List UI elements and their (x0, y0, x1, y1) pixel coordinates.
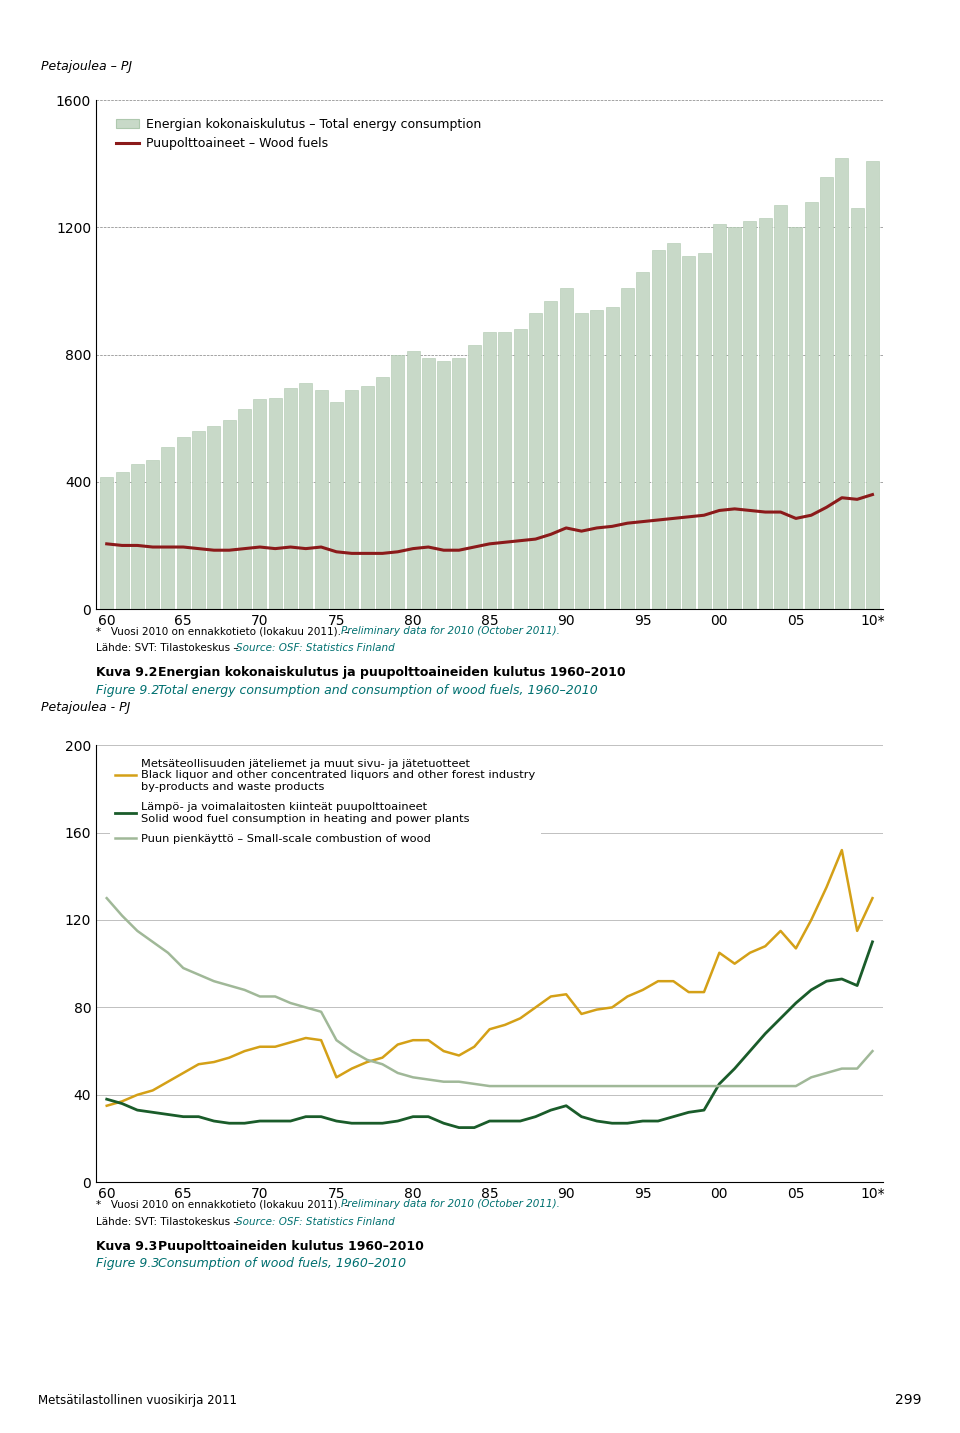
Bar (804, 202, 818, 609)
Bar (851, 208, 864, 609)
Bar (421, 358, 435, 609)
Text: Figure 9.2: Figure 9.2 (96, 684, 159, 696)
Bar (207, 426, 221, 609)
Text: Source: OSF: Statistics Finland: Source: OSF: Statistics Finland (236, 643, 395, 653)
Text: Kuva 9.3: Kuva 9.3 (96, 1240, 157, 1252)
Text: Puupolttoaineiden kulutus 1960–2010: Puupolttoaineiden kulutus 1960–2010 (158, 1240, 424, 1252)
Bar (835, 158, 849, 609)
Bar (683, 257, 695, 609)
Text: Petajoulea – PJ: Petajoulea – PJ (41, 60, 132, 73)
Text: Preliminary data for 2010 (October 2011).: Preliminary data for 2010 (October 2011)… (341, 1199, 560, 1209)
Bar (636, 272, 649, 609)
Bar (131, 464, 144, 609)
Bar (606, 307, 618, 609)
Text: *   Vuosi 2010 on ennakkotieto (lokakuu 2011). –: * Vuosi 2010 on ennakkotieto (lokakuu 20… (96, 1199, 352, 1209)
Bar (728, 228, 741, 609)
Bar (192, 431, 205, 609)
Text: Preliminary data for 2010 (October 2011).: Preliminary data for 2010 (October 2011)… (341, 626, 560, 636)
Bar (498, 332, 512, 609)
Bar (743, 221, 756, 609)
Text: Total energy consumption and consumption of wood fuels, 1960–2010: Total energy consumption and consumption… (158, 684, 598, 696)
Bar (346, 390, 358, 609)
Legend: Energian kokonaiskulutus – Total energy consumption, Puupolttoaineet – Wood fuel: Energian kokonaiskulutus – Total energy … (110, 112, 488, 156)
Bar (392, 355, 404, 609)
Bar (514, 330, 527, 609)
Bar (698, 254, 710, 609)
Text: Kuva 9.2: Kuva 9.2 (96, 666, 157, 679)
Text: Metsätilastollinen vuosikirja 2011: Metsätilastollinen vuosikirja 2011 (38, 1394, 237, 1407)
Bar (560, 288, 573, 609)
Bar (253, 400, 266, 609)
Bar (284, 388, 297, 609)
Bar (300, 383, 312, 609)
Bar (452, 358, 466, 609)
Text: 299: 299 (895, 1393, 922, 1407)
Bar (820, 176, 833, 609)
Text: 9: 9 (913, 17, 932, 46)
Text: Petajoulea - PJ: Petajoulea - PJ (41, 702, 131, 715)
Bar (468, 345, 481, 609)
Bar (223, 420, 236, 609)
Bar (544, 301, 558, 609)
Text: Figure 9.3: Figure 9.3 (96, 1257, 159, 1270)
Bar (376, 377, 389, 609)
Bar (437, 361, 450, 609)
Bar (315, 390, 327, 609)
Bar (652, 249, 664, 609)
Legend: Metsäteollisuuden jäteliemet ja muut sivu- ja jätetuotteet
Black liquor and othe: Metsäteollisuuden jäteliemet ja muut siv… (109, 752, 541, 850)
Text: Source: OSF: Statistics Finland: Source: OSF: Statistics Finland (236, 1217, 395, 1227)
Text: Energia: Energia (757, 23, 829, 40)
Text: *   Vuosi 2010 on ennakkotieto (lokakuu 2011). –: * Vuosi 2010 on ennakkotieto (lokakuu 20… (96, 626, 352, 636)
Bar (269, 397, 281, 609)
Bar (713, 225, 726, 609)
Bar (161, 447, 175, 609)
Bar (774, 205, 787, 609)
Bar (575, 314, 588, 609)
Bar (146, 460, 159, 609)
Bar (667, 244, 680, 609)
Bar (483, 332, 496, 609)
Bar (100, 477, 113, 609)
Text: Lähde: SVT: Tilastokeskus –: Lähde: SVT: Tilastokeskus – (96, 643, 242, 653)
Text: Lähde: SVT: Tilastokeskus –: Lähde: SVT: Tilastokeskus – (96, 1217, 242, 1227)
Text: Consumption of wood fuels, 1960–2010: Consumption of wood fuels, 1960–2010 (158, 1257, 406, 1270)
Bar (529, 314, 542, 609)
Bar (866, 160, 879, 609)
Bar (758, 218, 772, 609)
Bar (177, 437, 190, 609)
Bar (406, 351, 420, 609)
Bar (789, 228, 803, 609)
Bar (590, 310, 603, 609)
Bar (115, 473, 129, 609)
Bar (361, 387, 373, 609)
Bar (330, 403, 343, 609)
Text: Energian kokonaiskulutus ja puupolttoaineiden kulutus 1960–2010: Energian kokonaiskulutus ja puupolttoain… (158, 666, 626, 679)
Bar (238, 408, 252, 609)
Bar (621, 288, 634, 609)
